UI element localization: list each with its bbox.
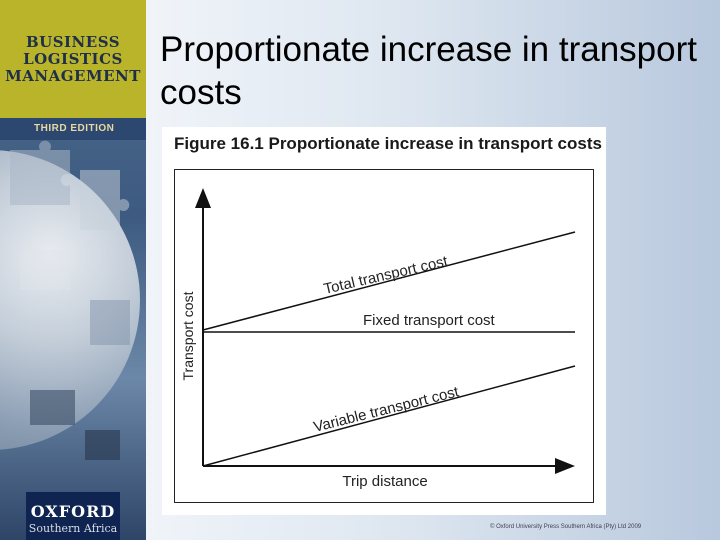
publisher-region: Southern Africa bbox=[28, 522, 118, 535]
cover-title-box bbox=[0, 0, 146, 118]
cover-title-line-3: MANAGEMENT bbox=[5, 67, 141, 85]
total-cost-line bbox=[202, 231, 576, 331]
edition-label: THIRD EDITION bbox=[34, 123, 115, 134]
edition-band bbox=[0, 118, 146, 140]
fixed-cost-label: Fixed transport cost bbox=[363, 312, 496, 329]
cover-title-line-2: LOGISTICS bbox=[23, 50, 123, 68]
figure-panel: Figure 16.1 Proportionate increase in tr… bbox=[162, 127, 606, 515]
cost-diagram: Transport cost Trip distance Total trans… bbox=[180, 188, 576, 490]
cover-title-line-1: BUSINESS bbox=[25, 33, 121, 51]
figure-caption: Figure 16.1 Proportionate increase in tr… bbox=[174, 134, 602, 153]
book-cover-sidebar: BUSINESS LOGISTICS MANAGEMENT THIRD EDIT… bbox=[0, 0, 146, 540]
variable-cost-label: Variable transport cost bbox=[312, 383, 461, 436]
variable-cost-line bbox=[202, 365, 576, 467]
y-axis-label: Transport cost bbox=[180, 291, 196, 380]
x-axis-label: Trip distance bbox=[342, 473, 427, 490]
slide-title: Proportionate increase in transport cost… bbox=[160, 30, 697, 112]
publisher-name: OXFORD bbox=[30, 502, 116, 521]
copyright-notice: © Oxford University Press Southern Afric… bbox=[490, 524, 642, 530]
puzzle-pieces-decoration bbox=[10, 140, 130, 460]
total-cost-label: Total transport cost bbox=[322, 253, 450, 298]
figure-frame: Transport cost Trip distance Total trans… bbox=[174, 169, 594, 503]
publisher-logo-box bbox=[26, 492, 120, 540]
